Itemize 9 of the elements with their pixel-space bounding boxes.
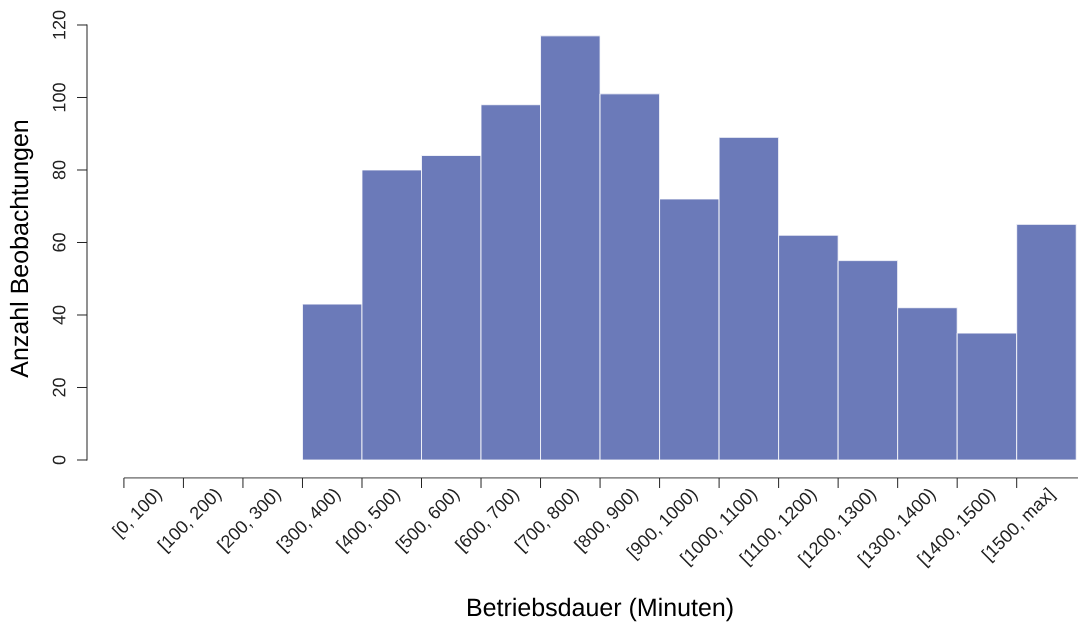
y-tick-label: 20 [52, 378, 66, 397]
y-tick-label: 120 [52, 10, 66, 39]
y-tick-label: 80 [52, 160, 66, 180]
y-tick-label: 40 [52, 305, 66, 325]
x-axis-title: Betriebsdauer (Minuten) [468, 597, 733, 622]
y-tick-label: 60 [52, 233, 66, 252]
y-tick-label: 100 [52, 83, 66, 112]
y-tick-label: 0 [52, 455, 66, 465]
y-axis-title: Anzahl Beobachtungen [9, 120, 34, 378]
